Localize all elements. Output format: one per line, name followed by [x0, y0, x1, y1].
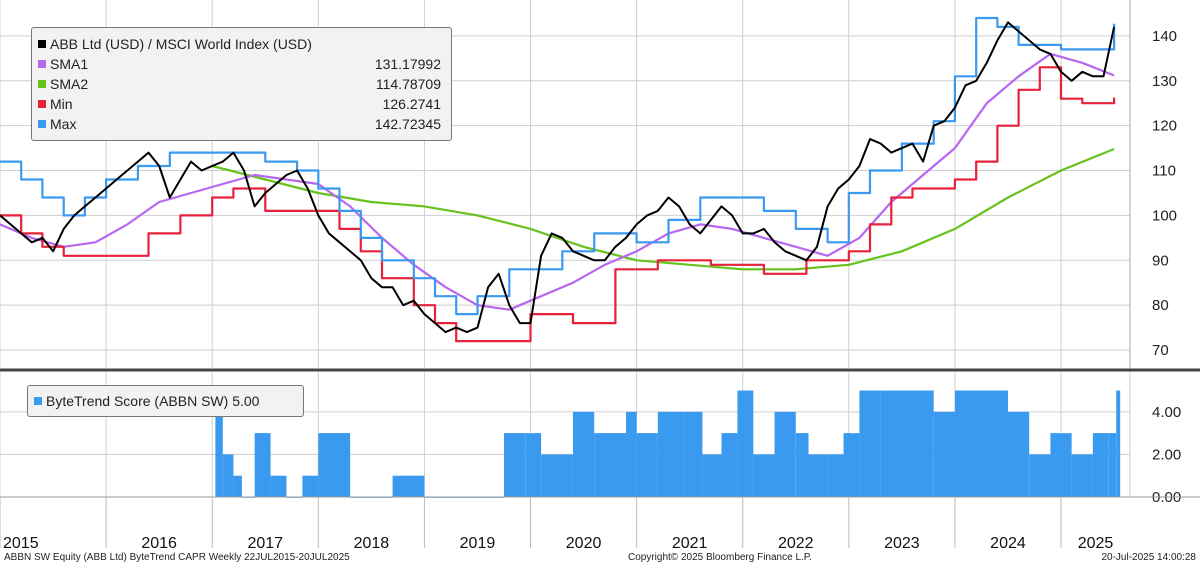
price-line — [0, 21, 1116, 334]
score-bars — [215, 390, 1121, 498]
score-bar — [795, 433, 809, 497]
top-y-tick-label: 130 — [1152, 73, 1177, 90]
top-y-tick-label: 110 — [1152, 163, 1176, 180]
legend-max-value: 142.72345 — [374, 116, 441, 132]
bottom-legend: ByteTrend Score (ABBN SW) 5.00 — [27, 385, 304, 417]
score-bar — [684, 411, 703, 497]
score-bar — [1007, 411, 1030, 497]
score-swatch-icon — [34, 397, 42, 405]
bottom-y-tick-label: 2.00 — [1152, 446, 1181, 463]
legend-min-name: Min — [50, 96, 73, 112]
x-year-label: 2025 — [1078, 535, 1114, 552]
score-bar — [1116, 390, 1121, 497]
legend-row-min: Min 126.2741 — [32, 94, 451, 114]
sma2-line — [211, 147, 1115, 271]
score-bar — [215, 411, 223, 497]
top-y-tick-label: 100 — [1152, 207, 1177, 224]
x-year-label: 2023 — [884, 535, 920, 552]
footer-right: 20-Jul-2025 14:00:28 — [1101, 552, 1196, 563]
score-bar — [1071, 454, 1093, 497]
sma2-swatch-icon — [38, 80, 46, 88]
legend-sma1-value: 131.17992 — [374, 56, 441, 72]
max-swatch-icon — [38, 120, 46, 128]
score-bar — [774, 411, 796, 497]
top-legend: ABB Ltd (USD) / MSCI World Index (USD) S… — [31, 27, 452, 141]
x-year-label: 2016 — [141, 535, 177, 552]
score-bar — [636, 433, 658, 497]
score-bar — [525, 433, 542, 497]
top-y-tick-label: 90 — [1152, 252, 1169, 269]
score-bar — [827, 454, 844, 497]
score-bar — [753, 454, 775, 497]
score-bar — [1092, 433, 1109, 497]
footer-center: Copyright© 2025 Bloomberg Finance L.P. — [628, 552, 812, 563]
score-bar — [626, 411, 637, 497]
score-bar — [721, 433, 738, 497]
legend-sma2-value: 114.78709 — [375, 76, 441, 92]
sma1-swatch-icon — [38, 60, 46, 68]
legend-row-max: Max 142.72345 — [32, 114, 451, 134]
bottom-y-tick-labels: 0.002.004.00 — [1152, 404, 1181, 506]
min-line — [0, 66, 1116, 343]
x-year-label: 2022 — [778, 535, 814, 552]
top-y-tick-label: 120 — [1152, 118, 1177, 135]
legend-max-name: Max — [50, 116, 77, 132]
x-year-label: 2021 — [672, 535, 708, 552]
max-line — [0, 16, 1116, 316]
score-bar — [702, 454, 722, 497]
x-year-label: 2019 — [460, 535, 496, 552]
sma1-line — [0, 52, 1115, 311]
legend-row-sma2: SMA2 114.78709 — [32, 74, 451, 94]
top-y-tick-labels: 70 80 90 100 110 120 130 140 — [1152, 28, 1177, 359]
min-swatch-icon — [38, 100, 46, 108]
footer-left: ABBN SW Equity (ABB Ltd) ByteTrend CAPR … — [4, 552, 350, 563]
score-bar — [843, 433, 860, 497]
score-bar — [880, 390, 913, 497]
score-bar — [954, 390, 982, 497]
legend-sma1-name: SMA1 — [50, 56, 89, 72]
score-bar — [222, 454, 234, 497]
score-bar — [657, 411, 685, 497]
top-y-tick-label: 140 — [1152, 28, 1177, 45]
legend-row-score: ByteTrend Score (ABBN SW) 5.00 — [28, 391, 303, 411]
score-bar — [318, 433, 351, 497]
top-panel-series — [0, 16, 1116, 343]
score-bar — [859, 390, 881, 497]
score-bar — [541, 454, 573, 497]
score-bar — [1029, 454, 1051, 497]
score-bar — [912, 390, 934, 497]
score-bar — [737, 390, 754, 497]
score-bar — [503, 433, 526, 497]
legend-price-name: ABB Ltd (USD) / MSCI World Index (USD) — [50, 36, 312, 52]
score-bar — [1050, 433, 1072, 497]
price-swatch-icon — [38, 40, 46, 48]
x-axis: 2015 2016 2017 2018 2019 2020 2021 2022 2023 2024… — [0, 496, 1200, 552]
legend-sma2-name: SMA2 — [50, 76, 89, 92]
score-bar — [933, 411, 955, 497]
x-year-label: 2020 — [566, 535, 602, 552]
score-bar — [233, 475, 242, 497]
score-bar — [270, 475, 287, 497]
score-bar — [1108, 433, 1117, 497]
score-bar — [302, 475, 319, 497]
top-y-tick-label: 70 — [1152, 342, 1169, 359]
x-year-label: 2015 — [3, 535, 39, 552]
legend-row-sma1: SMA1 131.17992 — [32, 54, 451, 74]
score-bar — [981, 390, 1008, 497]
x-year-label: 2018 — [354, 535, 390, 552]
score-bar — [594, 433, 627, 497]
legend-min-value: 126.2741 — [382, 96, 441, 112]
legend-score-name: ByteTrend Score (ABBN SW) 5.00 — [46, 393, 260, 409]
score-bar — [808, 454, 828, 497]
top-y-tick-label: 80 — [1152, 297, 1169, 314]
x-year-label: 2017 — [247, 535, 283, 552]
legend-row-price: ABB Ltd (USD) / MSCI World Index (USD) — [32, 34, 451, 54]
score-bar — [572, 411, 595, 497]
score-bar — [254, 433, 271, 497]
score-bar — [392, 475, 425, 497]
x-year-label: 2024 — [990, 535, 1026, 552]
bottom-y-tick-label: 4.00 — [1152, 404, 1181, 421]
